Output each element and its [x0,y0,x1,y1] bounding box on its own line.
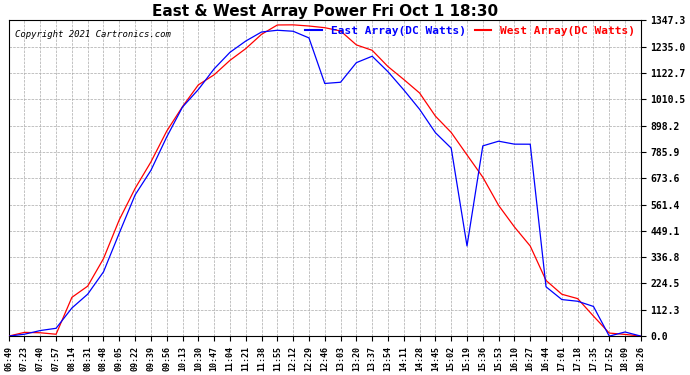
Text: Copyright 2021 Cartronics.com: Copyright 2021 Cartronics.com [15,30,171,39]
Title: East & West Array Power Fri Oct 1 18:30: East & West Array Power Fri Oct 1 18:30 [152,4,497,19]
Legend: East Array(DC Watts), West Array(DC Watts): East Array(DC Watts), West Array(DC Watt… [305,26,635,36]
